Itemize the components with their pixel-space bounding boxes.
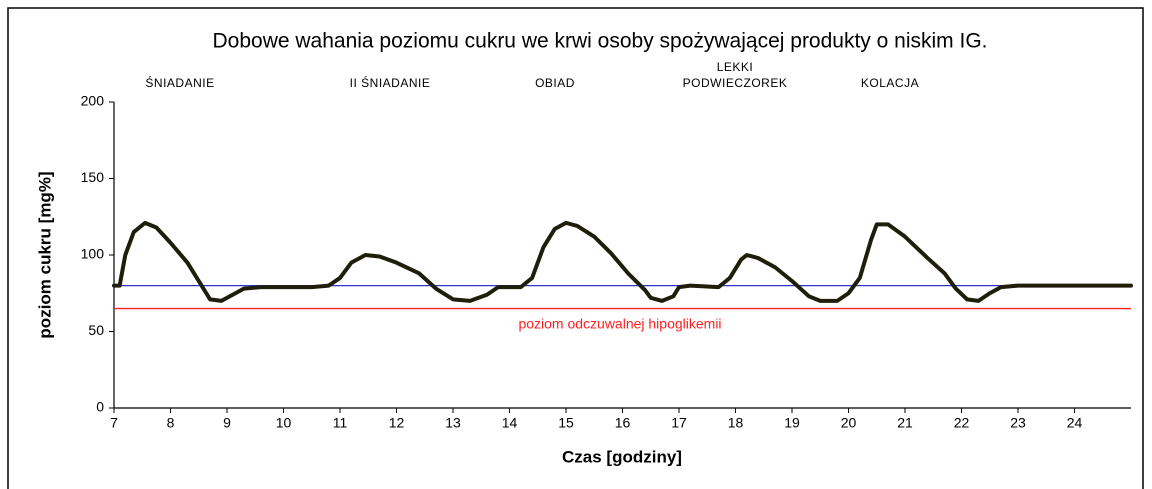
x-tick-label: 9 [223,415,231,431]
x-tick-label: 23 [1010,415,1026,431]
x-tick-label: 13 [445,415,461,431]
reference-label: poziom odczuwalnej hipoglikemii [518,315,721,331]
x-tick-label: 21 [897,415,913,431]
meal-label: ŚNIADANIE [145,75,214,90]
x-tick-label: 18 [728,415,744,431]
x-axis-label: Czas [godziny] [562,447,682,466]
x-tick-label: 14 [502,415,518,431]
y-axis-label: poziom cukru [mg%] [35,171,54,338]
meal-label: KOLACJA [861,76,919,90]
y-tick-label: 50 [88,322,104,338]
x-tick-label: 17 [671,415,687,431]
meal-label: II ŚNIADANIE [350,75,431,90]
x-tick-label: 11 [333,415,348,431]
x-tick-label: 7 [110,415,118,431]
x-tick-label: 16 [615,415,631,431]
frame [7,7,1144,489]
meal-label: OBIAD [535,76,575,90]
x-tick-label: 20 [841,415,857,431]
x-tick-label: 24 [1067,415,1083,431]
y-tick-label: 0 [96,399,104,415]
meal-label: PODWIECZOREK [683,76,788,90]
meal-label: LEKKI [717,60,754,74]
x-tick-label: 8 [167,415,175,431]
series-line [112,220,1133,303]
x-tick-label: 12 [389,415,405,431]
x-tick-label: 10 [276,415,292,431]
x-tick-label: 22 [954,415,970,431]
x-tick-label: 15 [558,415,574,431]
y-tick-label: 200 [81,93,105,109]
chart-title: Dobowe wahania poziomu cukru we krwi oso… [212,30,987,53]
y-tick-label: 100 [81,246,105,262]
y-tick-label: 150 [81,169,105,185]
x-tick-label: 19 [784,415,800,431]
